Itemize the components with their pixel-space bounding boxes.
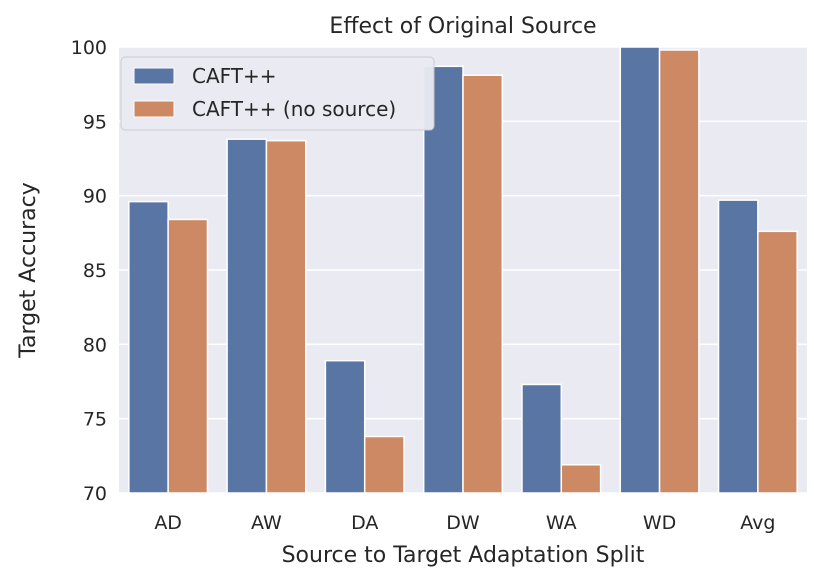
y-tick-label: 95	[83, 111, 107, 133]
x-tick-label: DW	[446, 512, 480, 534]
bar-caft	[128, 200, 169, 494]
bar-caft	[717, 199, 759, 494]
y-axis-label: Target Accuracy	[16, 182, 41, 359]
bar-caft-no-source	[363, 435, 405, 494]
x-tick-label: Avg	[740, 512, 775, 534]
x-tick-label: WD	[643, 512, 676, 534]
bar-caft-no-source	[560, 464, 602, 494]
bar-caft-no-source	[167, 218, 209, 494]
bar-caft-no-source	[658, 49, 700, 494]
legend-label: CAFT++ (no source)	[192, 97, 396, 121]
y-tick-label: 75	[83, 409, 107, 431]
x-axis-label: Source to Target Adaptation Split	[282, 543, 645, 568]
bar-caft-no-source	[757, 230, 798, 494]
bar-caft	[226, 138, 268, 494]
bar-caft	[422, 65, 464, 494]
y-tick-labels: 70 75 80 85 90 95 100	[71, 37, 107, 505]
y-tick-label: 100	[71, 37, 107, 59]
bar-caft-no-source	[265, 139, 307, 494]
legend-swatch	[133, 67, 175, 85]
x-tick-label: DA	[351, 512, 378, 534]
bar-caft	[521, 383, 563, 494]
x-tick-label: WA	[546, 512, 577, 534]
bar-caft	[619, 46, 661, 494]
chart-title: Effect of Original Source	[329, 14, 596, 39]
legend-box	[120, 56, 435, 131]
x-tick-label: AW	[251, 512, 282, 534]
x-tick-labels: AD AW DA DW WA WD Avg	[154, 512, 775, 534]
y-tick-label: 85	[83, 260, 107, 282]
x-tick-label: AD	[154, 512, 182, 534]
bar-caft	[324, 359, 366, 494]
legend-swatch	[133, 100, 175, 118]
y-tick-label: 90	[83, 186, 107, 208]
y-tick-label: 70	[83, 483, 107, 505]
y-tick-label: 80	[83, 334, 107, 356]
bars	[128, 46, 798, 494]
legend: CAFT++ CAFT++ (no source)	[120, 56, 435, 131]
legend-label: CAFT++	[192, 64, 277, 88]
bar-caft-no-source	[462, 74, 504, 494]
